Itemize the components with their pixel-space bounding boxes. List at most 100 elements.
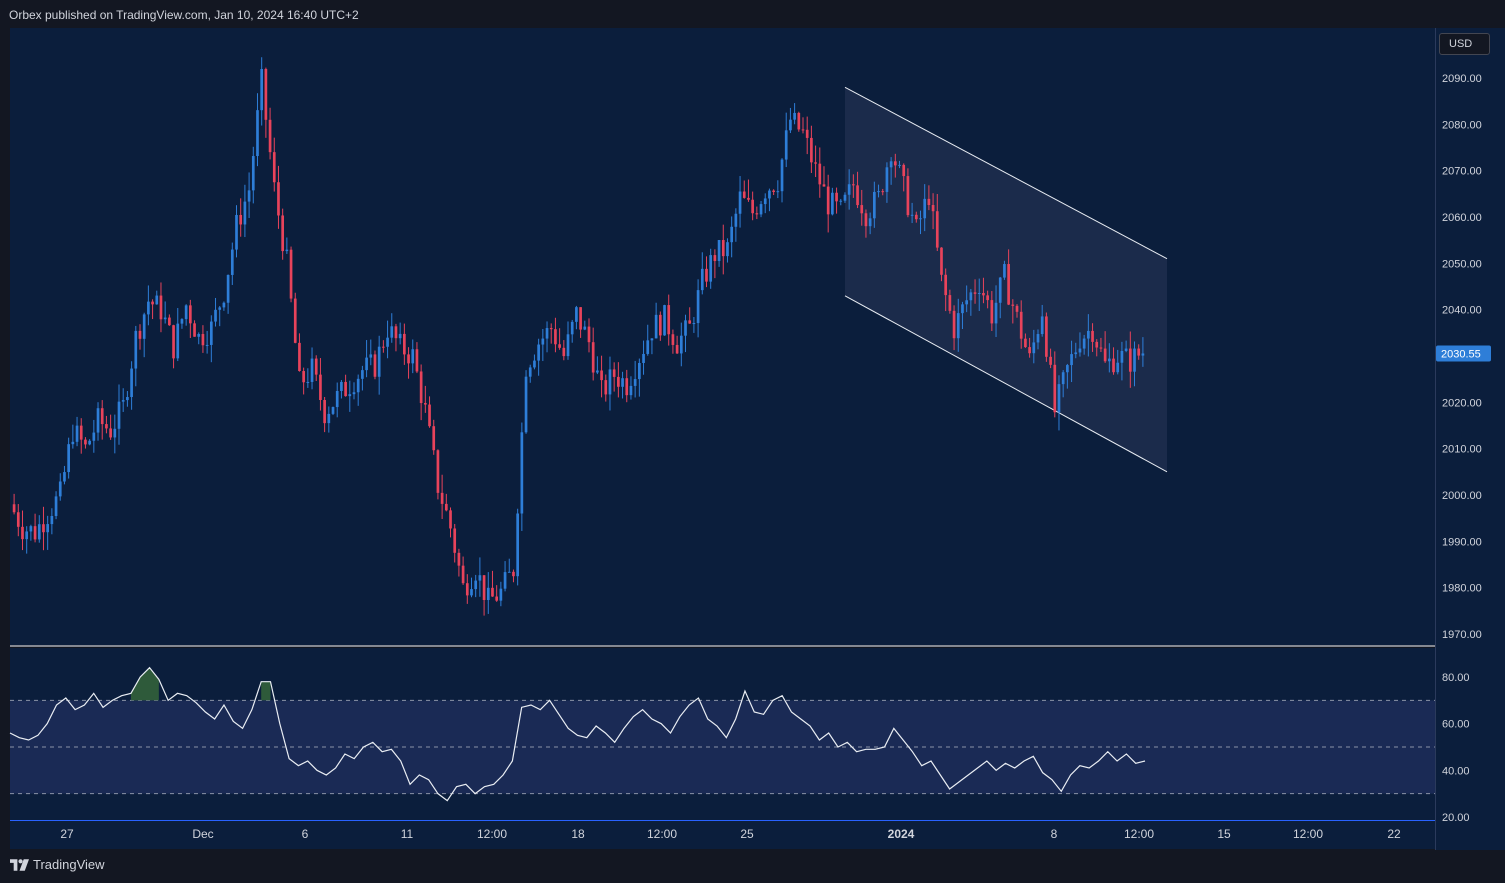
candle-body <box>554 329 557 345</box>
candle-body <box>692 323 696 325</box>
price-axis-background <box>1436 28 1505 850</box>
candle-body <box>58 481 62 497</box>
time-tick-label: 22 <box>1387 827 1401 841</box>
publish-info: Orbex published on TradingView.com, Jan … <box>9 8 359 22</box>
price-tick-label: 1970.00 <box>1442 629 1482 641</box>
candle-body <box>751 199 754 214</box>
candle-body <box>201 334 205 346</box>
candle-body <box>1045 316 1048 357</box>
candle-body <box>923 198 927 219</box>
candle-body <box>1124 348 1128 351</box>
candle-body <box>688 320 692 324</box>
candle-body <box>528 367 532 377</box>
candle-body <box>75 425 79 442</box>
channel-fill <box>845 87 1167 472</box>
candle-body <box>323 400 326 424</box>
candle-body <box>512 571 515 577</box>
candle-body <box>675 344 679 354</box>
candle-body <box>1032 342 1036 354</box>
candle-body <box>772 190 775 193</box>
candle-body <box>583 326 587 330</box>
candle-body <box>1087 330 1090 339</box>
candle-body <box>251 156 255 191</box>
descending-channel[interactable] <box>844 86 1168 473</box>
candle-body <box>138 330 142 339</box>
candle-body <box>440 492 444 504</box>
candle-body <box>638 363 641 380</box>
currency-button[interactable]: USD <box>1439 33 1490 55</box>
candle-body <box>1070 354 1073 366</box>
candle-body <box>356 378 360 393</box>
candle-body <box>457 552 461 566</box>
candle-body <box>42 524 45 533</box>
candle-body <box>369 354 373 358</box>
candle-body <box>491 587 494 597</box>
candle-body <box>625 378 629 396</box>
candle-body <box>1066 365 1069 373</box>
candle-body <box>654 314 658 339</box>
time-tick-label: 12:00 <box>1293 827 1323 841</box>
candle-body <box>444 503 448 511</box>
candle-body <box>465 583 469 596</box>
candle-body <box>474 580 478 590</box>
candle-body <box>495 596 499 601</box>
candle-body <box>1082 338 1086 349</box>
candle-body <box>432 426 436 451</box>
candle-body <box>188 305 192 324</box>
last-price-badge <box>1436 345 1491 362</box>
rsi-axis[interactable]: 80.00 60.00 40.00 20.00 <box>1442 672 1470 824</box>
candle-body <box>482 575 486 601</box>
candle-body <box>100 408 104 425</box>
candle-body <box>839 200 843 202</box>
candle-body <box>390 326 394 338</box>
price-tick-label: 2020.00 <box>1442 397 1482 409</box>
candle-body <box>906 176 910 216</box>
candle-body <box>986 295 989 301</box>
candle-body <box>461 565 465 584</box>
candle-body <box>1015 305 1019 312</box>
candle-body <box>541 338 545 345</box>
candle-body <box>306 381 310 383</box>
candle-body <box>92 432 96 441</box>
candle-body <box>147 301 150 315</box>
candle-body <box>260 69 264 111</box>
time-axis[interactable]: 27 Dec 6 11 12:00 18 12:00 25 2024 8 12:00 15 12:00 2… <box>60 827 1401 841</box>
candle-body <box>486 587 490 601</box>
price-axis[interactable]: 2090.00 2080.00 2070.00 2060.00 2050.00 2040.… <box>1436 73 1491 641</box>
candle-body <box>814 162 817 164</box>
time-tick-label: 2024 <box>888 827 915 841</box>
candle-body <box>801 129 805 131</box>
candle-body <box>726 242 729 257</box>
candle-body <box>608 369 612 395</box>
bottom-bar <box>0 850 1505 883</box>
candle-body <box>1128 348 1132 372</box>
candle-body <box>805 129 809 138</box>
candle-body <box>298 342 301 372</box>
candle-body <box>998 277 1002 303</box>
candle-body <box>163 317 167 320</box>
candle-body <box>256 110 259 157</box>
candle-body <box>910 214 914 216</box>
candle-body <box>658 314 662 336</box>
candle-body <box>327 413 331 424</box>
candle-body <box>436 450 440 493</box>
candle-body <box>696 290 700 324</box>
candle-body <box>1116 362 1120 373</box>
candle-body <box>361 370 364 379</box>
candle-body <box>377 346 381 377</box>
candle-body <box>37 524 41 540</box>
candle-body <box>940 247 943 275</box>
price-tick-label: 2080.00 <box>1442 119 1482 131</box>
candle-body <box>612 369 616 377</box>
candle-body <box>818 163 822 185</box>
candle-body <box>348 394 352 397</box>
candle-body <box>847 184 851 195</box>
candle-body <box>428 404 431 427</box>
candle-body <box>1061 372 1065 385</box>
candle-body <box>700 268 704 291</box>
candle-body <box>113 428 117 438</box>
candle-body <box>600 370 603 381</box>
brand[interactable]: TradingView <box>10 857 105 872</box>
candle-body <box>533 360 536 368</box>
